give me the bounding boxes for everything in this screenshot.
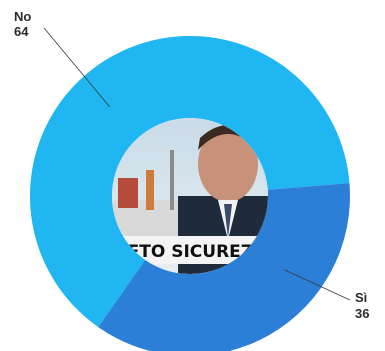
leader-line-no	[43, 27, 111, 108]
label-si-value: 36	[355, 306, 369, 321]
slices-group	[30, 35, 350, 351]
label-no-name: No	[14, 9, 31, 24]
label-si-name: Sì	[355, 290, 367, 305]
slice-no	[30, 35, 350, 328]
slice-s-	[98, 183, 350, 351]
leader-line-si	[284, 269, 351, 301]
banner-text: RETO SICUREZZ	[115, 242, 266, 262]
label-no-value: 64	[14, 24, 29, 39]
